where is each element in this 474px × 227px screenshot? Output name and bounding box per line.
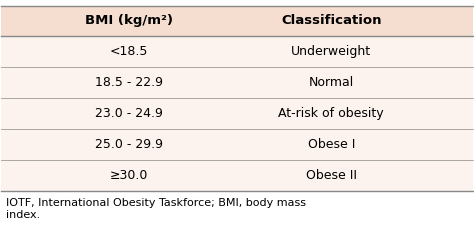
Text: <18.5: <18.5 [109,45,148,58]
Text: BMI (kg/m²): BMI (kg/m²) [85,15,173,27]
Bar [1,36,473,67]
Bar [1,129,473,160]
Text: Normal: Normal [309,76,354,89]
Bar [1,160,473,191]
Text: Classification: Classification [281,15,382,27]
Text: ≥30.0: ≥30.0 [109,169,148,183]
Bar [1,6,473,36]
Text: Obese II: Obese II [306,169,357,183]
Bar [1,67,473,98]
Text: IOTF, International Obesity Taskforce; BMI, body mass
index.: IOTF, International Obesity Taskforce; B… [6,198,306,220]
Text: 25.0 - 29.9: 25.0 - 29.9 [95,138,163,151]
Text: 18.5 - 22.9: 18.5 - 22.9 [95,76,163,89]
Text: Underweight: Underweight [291,45,371,58]
Text: 23.0 - 24.9: 23.0 - 24.9 [95,107,163,120]
Text: Obese I: Obese I [308,138,355,151]
Bar [1,98,473,129]
Text: At-risk of obesity: At-risk of obesity [278,107,384,120]
